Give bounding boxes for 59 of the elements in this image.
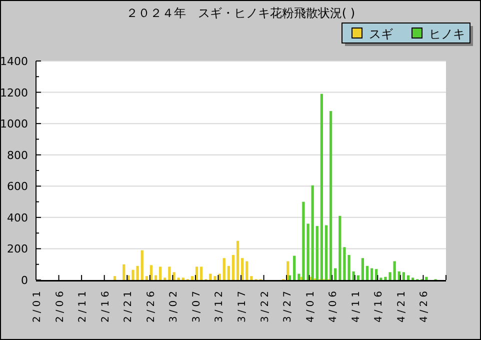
bar [316,226,318,280]
bar [320,94,323,280]
x-tick-label: 3/12 [214,288,226,322]
x-tick-label: 3/02 [168,288,180,322]
bar [298,274,300,280]
y-tick-label: 800 [7,148,28,162]
bar [361,258,364,280]
y-tick-label: 1000 [0,118,28,131]
y-tick-label: 200 [7,242,28,256]
bar [324,225,328,280]
bar [288,275,292,280]
x-tick-label: 3/22 [260,288,271,322]
x-tick-label: 3/27 [282,288,294,322]
y-tick-label: 400 [7,211,28,224]
bar [356,275,360,280]
bar [246,261,248,280]
bar [232,254,235,280]
x-tick-label: 2/16 [100,288,112,322]
bar [159,266,162,280]
x-tick-label: 2/11 [78,288,89,322]
x-tick-label: 4/26 [419,288,430,322]
x-tick-label: 3/17 [237,288,248,322]
x-tick-label: 2/26 [146,288,157,322]
bar [370,268,374,280]
bar [222,258,226,280]
x-tick-label: 4/21 [396,288,408,322]
bar [154,275,158,280]
bar [334,268,337,280]
x-tick-label: 2/01 [32,288,43,322]
bar [227,266,230,280]
bar [402,272,405,280]
bar [329,111,332,280]
bar [145,276,148,280]
bar [122,264,126,280]
bar [366,266,369,280]
bar [140,250,144,280]
legend-label: スギ [369,27,393,41]
bar [236,240,240,280]
bar [190,276,194,280]
bar [200,266,203,280]
x-tick-label: 4/11 [350,288,362,322]
y-tick-label: 600 [7,180,28,194]
x-tick-label: 4/01 [305,288,316,322]
y-tick-label: 0 [21,274,28,287]
bar [338,216,342,280]
x-tick-label: 4/06 [328,288,340,322]
x-tick-label: 3/07 [191,288,202,322]
bar [425,276,428,280]
x-tick-label: 2/21 [123,288,134,322]
x-tick-label: 4/16 [374,288,385,322]
x-tick-label: 2/06 [54,288,66,322]
bar [406,275,410,280]
legend-label: ヒノキ [429,27,465,41]
bar [293,256,296,280]
bar [113,276,116,280]
y-tick-label: 1200 [0,86,28,100]
chart-title: ２０２４年 スギ・ヒノキ花粉飛散状況( ) [126,6,356,20]
bar [241,258,244,280]
y-tick-label: 1400 [0,55,28,68]
